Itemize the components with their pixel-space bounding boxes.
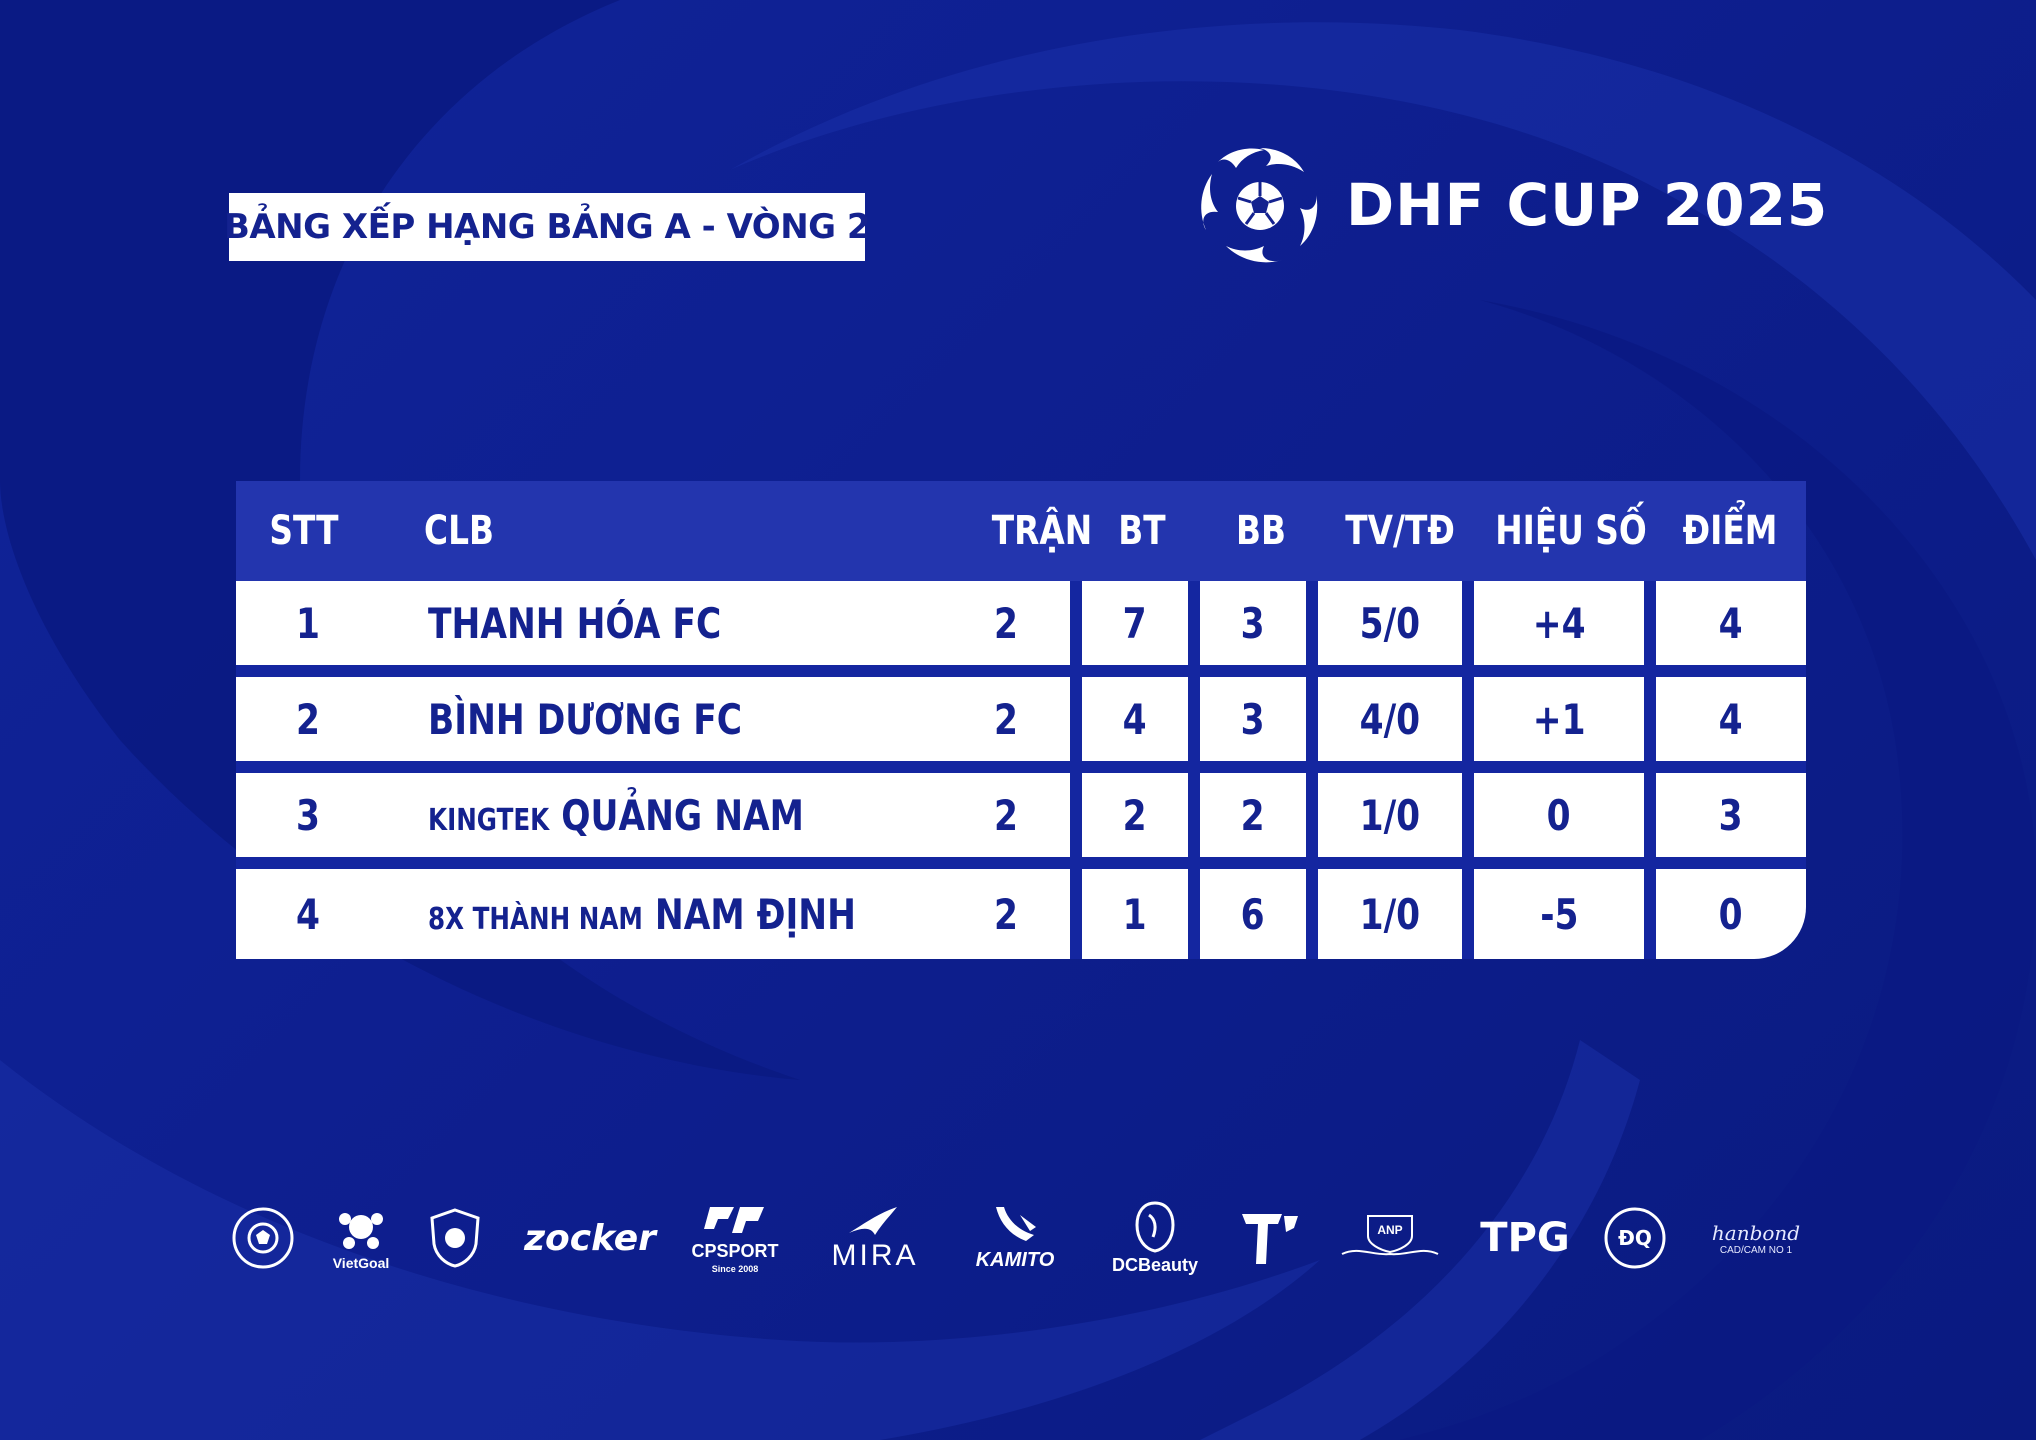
header-bt: BT [1118, 508, 1166, 554]
standings-table: STT CLB TRẬN BT BB TV/TĐ HIỆU SỐ ĐIỂM 1 … [236, 481, 1806, 959]
club-main-name: QUẢNG NAM [561, 790, 804, 840]
header-clb: CLB [424, 508, 494, 554]
mira-logo-icon: MIRA [820, 1188, 930, 1288]
club-cell: 2 BÌNH DƯƠNG FC 2 [236, 677, 1070, 761]
title-text: BẢNG XẾP HẠNG BẢNG A - VÒNG 2 [223, 207, 871, 247]
goals-against: 3 [1200, 581, 1306, 665]
brand-header: DHF CUP 2025 [1196, 144, 1828, 266]
cards: 1/0 [1318, 773, 1462, 857]
header-tran: TRẬN [991, 508, 1093, 554]
dcbeauty-text: DCBeauty [1111, 1254, 1199, 1275]
header-tv-td: TV/TĐ [1345, 508, 1455, 554]
table-row: 2 BÌNH DƯƠNG FC 2 4 3 4/0 +1 4 [236, 677, 1806, 761]
club-cell: 3 KINGTEK QUẢNG NAM 2 [236, 773, 1070, 857]
club-main-name: NAM ĐỊNH [654, 889, 856, 939]
td-logo-icon [1230, 1188, 1310, 1288]
dinh-quang-logo-icon: ĐQ [1590, 1188, 1680, 1288]
vietgoal-text: VietGoal [332, 1255, 390, 1271]
cards: 4/0 [1318, 677, 1462, 761]
zocker-logo-icon: zocker [520, 1188, 660, 1288]
phu-football-badge-icon [228, 1188, 298, 1288]
kamito-text: KAMITO [975, 1248, 1055, 1271]
matches: 2 [994, 889, 1018, 939]
mira-text: MIRA [831, 1239, 919, 1272]
cards: 5/0 [1318, 581, 1462, 665]
matches: 2 [994, 790, 1018, 840]
header-stt: STT [269, 508, 339, 554]
club-shield-icon [420, 1188, 490, 1288]
goals-for: 7 [1082, 581, 1188, 665]
club-prefix: 8X THÀNH NAM [428, 901, 643, 937]
sponsor-strip: VietGoal zocker CPSPORT Since 2008 MIRA … [220, 1188, 1820, 1288]
matches: 2 [994, 694, 1018, 744]
table-row: 1 THANH HÓA FC 2 7 3 5/0 +4 4 [236, 581, 1806, 665]
header-hieu-so: HIỆU SỐ [1495, 508, 1647, 554]
club-name: 8X THÀNH NAM NAM ĐỊNH [428, 890, 856, 939]
header-diem: ĐIỂM [1682, 508, 1778, 554]
vietgoal-logo-icon: VietGoal [316, 1188, 406, 1288]
goal-difference: +1 [1474, 677, 1644, 761]
rank: 3 [296, 790, 320, 840]
hanbond-logo-icon: hanbond CAD/CAM NO 1 [1696, 1188, 1816, 1288]
cpsport-logo-icon: CPSPORT Since 2008 [680, 1188, 790, 1288]
rank: 4 [296, 889, 320, 939]
cards: 1/0 [1318, 869, 1462, 959]
goals-against: 6 [1200, 869, 1306, 959]
dcbeauty-logo-icon: DCBeauty [1100, 1188, 1210, 1288]
goals-for: 2 [1082, 773, 1188, 857]
table-row: 4 8X THÀNH NAM NAM ĐỊNH 2 1 6 1/0 -5 0 [236, 869, 1806, 959]
goals-against: 2 [1200, 773, 1306, 857]
rank: 1 [296, 598, 320, 648]
anp-logo-icon: ANP [1330, 1188, 1450, 1288]
header-bb: BB [1235, 508, 1286, 554]
goal-difference: 0 [1474, 773, 1644, 857]
dinh-quang-text: ĐQ [1618, 1226, 1652, 1250]
goals-for: 4 [1082, 677, 1188, 761]
cpsport-sub: Since 2008 [711, 1263, 759, 1274]
swirl-soccer-ball-icon [1201, 148, 1318, 263]
rank: 2 [296, 694, 320, 744]
club-name: KINGTEK QUẢNG NAM [428, 791, 804, 840]
club-name: BÌNH DƯƠNG FC [428, 695, 742, 744]
points: 3 [1656, 773, 1806, 857]
goal-difference: +4 [1474, 581, 1644, 665]
cpsport-text: CPSPORT [691, 1240, 779, 1261]
points: 4 [1656, 581, 1806, 665]
club-main-name: BÌNH DƯƠNG FC [428, 694, 743, 744]
goals-for: 1 [1082, 869, 1188, 959]
club-cell: 4 8X THÀNH NAM NAM ĐỊNH 2 [236, 869, 1070, 959]
club-cell: 1 THANH HÓA FC 2 [236, 581, 1070, 665]
brand-name: DHF CUP 2025 [1346, 171, 1829, 239]
hanbond-sub: CAD/CAM NO 1 [1719, 1244, 1793, 1256]
points: 0 [1656, 869, 1806, 959]
table-header: STT CLB TRẬN BT BB TV/TĐ HIỆU SỐ ĐIỂM [236, 481, 1806, 581]
hanbond-text: hanbond [1711, 1220, 1801, 1245]
goal-difference: -5 [1474, 869, 1644, 959]
kamito-logo-icon: KAMITO [960, 1188, 1070, 1288]
table-row: 3 KINGTEK QUẢNG NAM 2 2 2 1/0 0 3 [236, 773, 1806, 857]
zocker-text: zocker [524, 1217, 656, 1259]
matches: 2 [994, 598, 1018, 648]
points: 4 [1656, 677, 1806, 761]
goals-against: 3 [1200, 677, 1306, 761]
club-main-name: THANH HÓA FC [428, 598, 722, 648]
anp-text: ANP [1377, 1223, 1402, 1237]
tpg-text: TPG [1480, 1215, 1570, 1261]
club-prefix: KINGTEK [428, 802, 550, 838]
tpg-logo-icon: TPG [1470, 1188, 1580, 1288]
club-name: THANH HÓA FC [428, 599, 721, 648]
title-badge: BẢNG XẾP HẠNG BẢNG A - VÒNG 2 [224, 193, 871, 261]
